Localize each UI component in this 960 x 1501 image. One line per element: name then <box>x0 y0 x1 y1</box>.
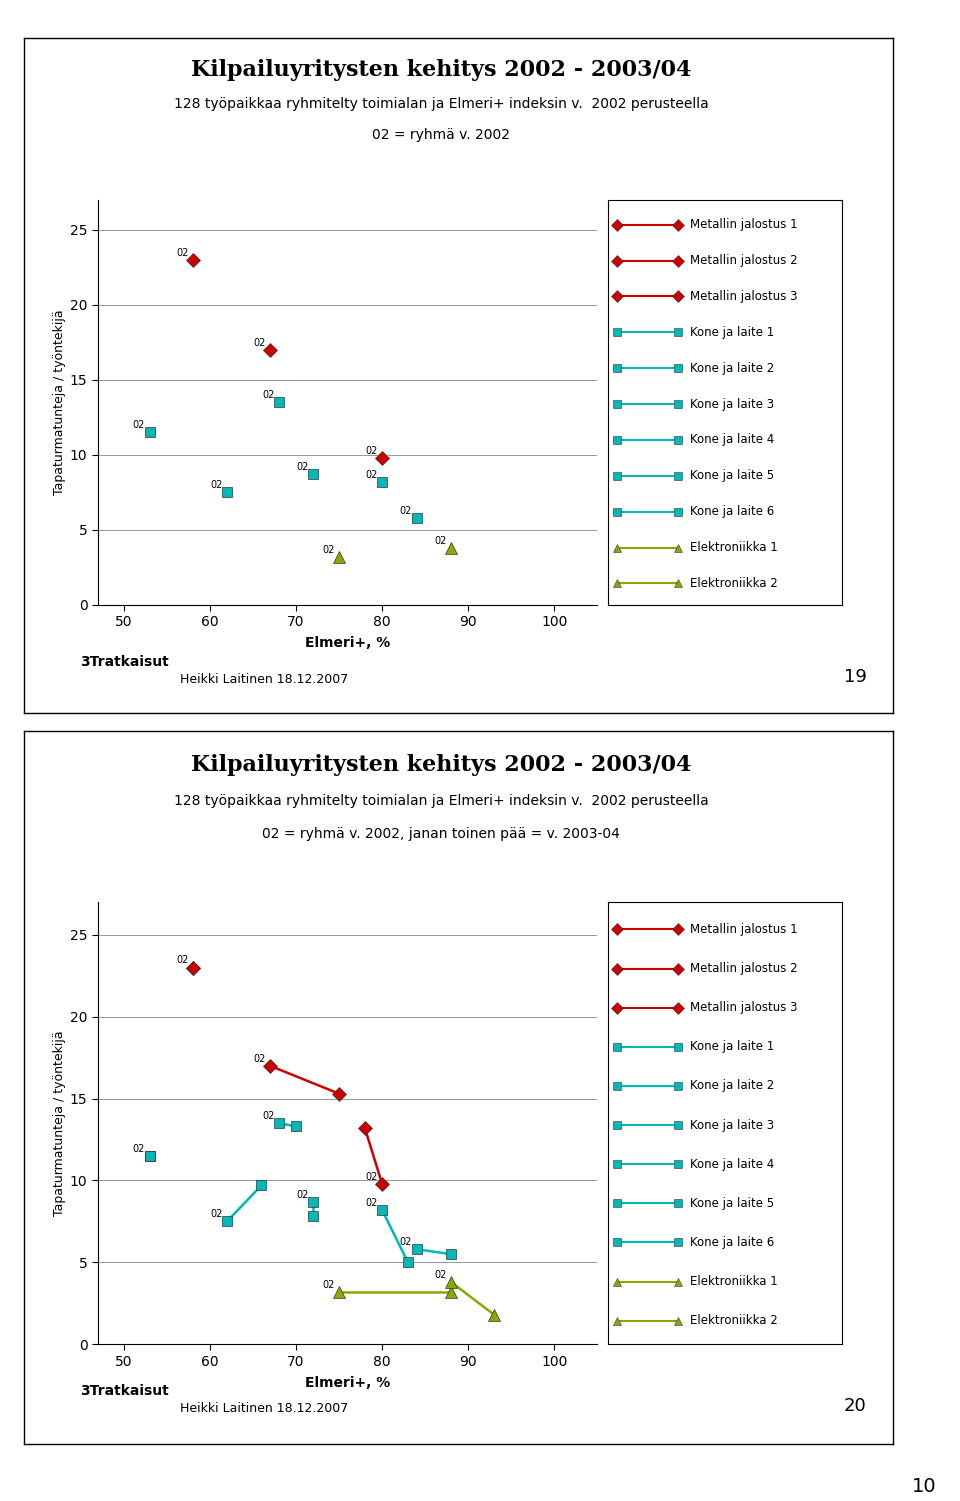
Text: 02: 02 <box>434 536 446 546</box>
X-axis label: Elmeri+, %: Elmeri+, % <box>305 1375 391 1390</box>
Text: Kone ja laite 2: Kone ja laite 2 <box>690 362 774 375</box>
Text: 02: 02 <box>176 248 188 258</box>
Text: 3Tratkaisut: 3Tratkaisut <box>81 1384 169 1397</box>
Text: 02: 02 <box>366 1172 378 1181</box>
Text: 02 = ryhmä v. 2002: 02 = ryhmä v. 2002 <box>372 128 510 143</box>
Text: Kone ja laite 4: Kone ja laite 4 <box>690 434 774 446</box>
Text: Metallin jalostus 2: Metallin jalostus 2 <box>690 962 798 976</box>
Text: 02: 02 <box>400 506 412 516</box>
Text: Kone ja laite 4: Kone ja laite 4 <box>690 1157 774 1171</box>
Text: 128 työpaikkaa ryhmitelty toimialan ja Elmeri+ indeksin v.  2002 perusteella: 128 työpaikkaa ryhmitelty toimialan ja E… <box>174 794 708 808</box>
Text: Kone ja laite 3: Kone ja laite 3 <box>690 1118 774 1132</box>
Text: Kone ja laite 5: Kone ja laite 5 <box>690 470 774 482</box>
Text: Kone ja laite 3: Kone ja laite 3 <box>690 398 774 411</box>
Text: 02: 02 <box>210 1210 223 1219</box>
Y-axis label: Tapaturmatunteja / työntekijä: Tapaturmatunteja / työntekijä <box>53 309 65 495</box>
Text: Metallin jalostus 2: Metallin jalostus 2 <box>690 254 798 267</box>
Text: 02: 02 <box>262 1111 275 1121</box>
Text: 3Tratkaisut: 3Tratkaisut <box>81 654 169 669</box>
Text: Metallin jalostus 3: Metallin jalostus 3 <box>690 1001 798 1015</box>
Text: Kone ja laite 6: Kone ja laite 6 <box>690 1235 774 1249</box>
Text: 02: 02 <box>132 420 145 431</box>
Text: Kone ja laite 5: Kone ja laite 5 <box>690 1196 774 1210</box>
Text: Metallin jalostus 3: Metallin jalostus 3 <box>690 290 798 303</box>
Text: Elektroniikka 2: Elektroniikka 2 <box>690 576 778 590</box>
Text: 02: 02 <box>400 1237 412 1247</box>
Text: 02: 02 <box>210 480 223 491</box>
Text: 02: 02 <box>262 390 275 401</box>
Text: 02: 02 <box>253 338 266 348</box>
Text: 02: 02 <box>323 545 335 555</box>
Text: Elektroniikka 1: Elektroniikka 1 <box>690 1274 778 1288</box>
Y-axis label: Tapaturmatunteja / työntekijä: Tapaturmatunteja / työntekijä <box>53 1030 65 1216</box>
Text: Heikki Laitinen 18.12.2007: Heikki Laitinen 18.12.2007 <box>180 1402 348 1415</box>
Text: Elektroniikka 1: Elektroniikka 1 <box>690 540 778 554</box>
Text: 02: 02 <box>323 1279 335 1289</box>
Text: 02: 02 <box>434 1270 446 1280</box>
Text: 10: 10 <box>911 1477 936 1496</box>
Text: Kone ja laite 2: Kone ja laite 2 <box>690 1079 774 1093</box>
Text: Metallin jalostus 1: Metallin jalostus 1 <box>690 218 798 231</box>
Text: Kone ja laite 6: Kone ja laite 6 <box>690 506 774 518</box>
Text: Kone ja laite 1: Kone ja laite 1 <box>690 326 774 339</box>
Text: 02: 02 <box>297 462 309 473</box>
X-axis label: Elmeri+, %: Elmeri+, % <box>305 636 391 650</box>
Text: Kilpailuyritysten kehitys 2002 - 2003/04: Kilpailuyritysten kehitys 2002 - 2003/04 <box>191 754 691 776</box>
Text: 02: 02 <box>297 1189 309 1199</box>
Text: Heikki Laitinen 18.12.2007: Heikki Laitinen 18.12.2007 <box>180 672 348 686</box>
Text: 20: 20 <box>844 1397 867 1415</box>
Text: 02: 02 <box>366 470 378 480</box>
Text: Metallin jalostus 1: Metallin jalostus 1 <box>690 923 798 937</box>
Text: 02: 02 <box>366 1198 378 1208</box>
Text: 02: 02 <box>366 446 378 456</box>
Text: 02 = ryhmä v. 2002, janan toinen pää = v. 2003-04: 02 = ryhmä v. 2002, janan toinen pää = v… <box>262 827 620 841</box>
Text: 19: 19 <box>844 668 867 686</box>
Text: 02: 02 <box>176 956 188 965</box>
Text: 02: 02 <box>132 1144 145 1154</box>
Text: Elektroniikka 2: Elektroniikka 2 <box>690 1315 778 1327</box>
Text: Kilpailuyritysten kehitys 2002 - 2003/04: Kilpailuyritysten kehitys 2002 - 2003/04 <box>191 59 691 81</box>
Text: 128 työpaikkaa ryhmitelty toimialan ja Elmeri+ indeksin v.  2002 perusteella: 128 työpaikkaa ryhmitelty toimialan ja E… <box>174 98 708 111</box>
Text: 02: 02 <box>253 1054 266 1064</box>
Text: Kone ja laite 1: Kone ja laite 1 <box>690 1040 774 1054</box>
